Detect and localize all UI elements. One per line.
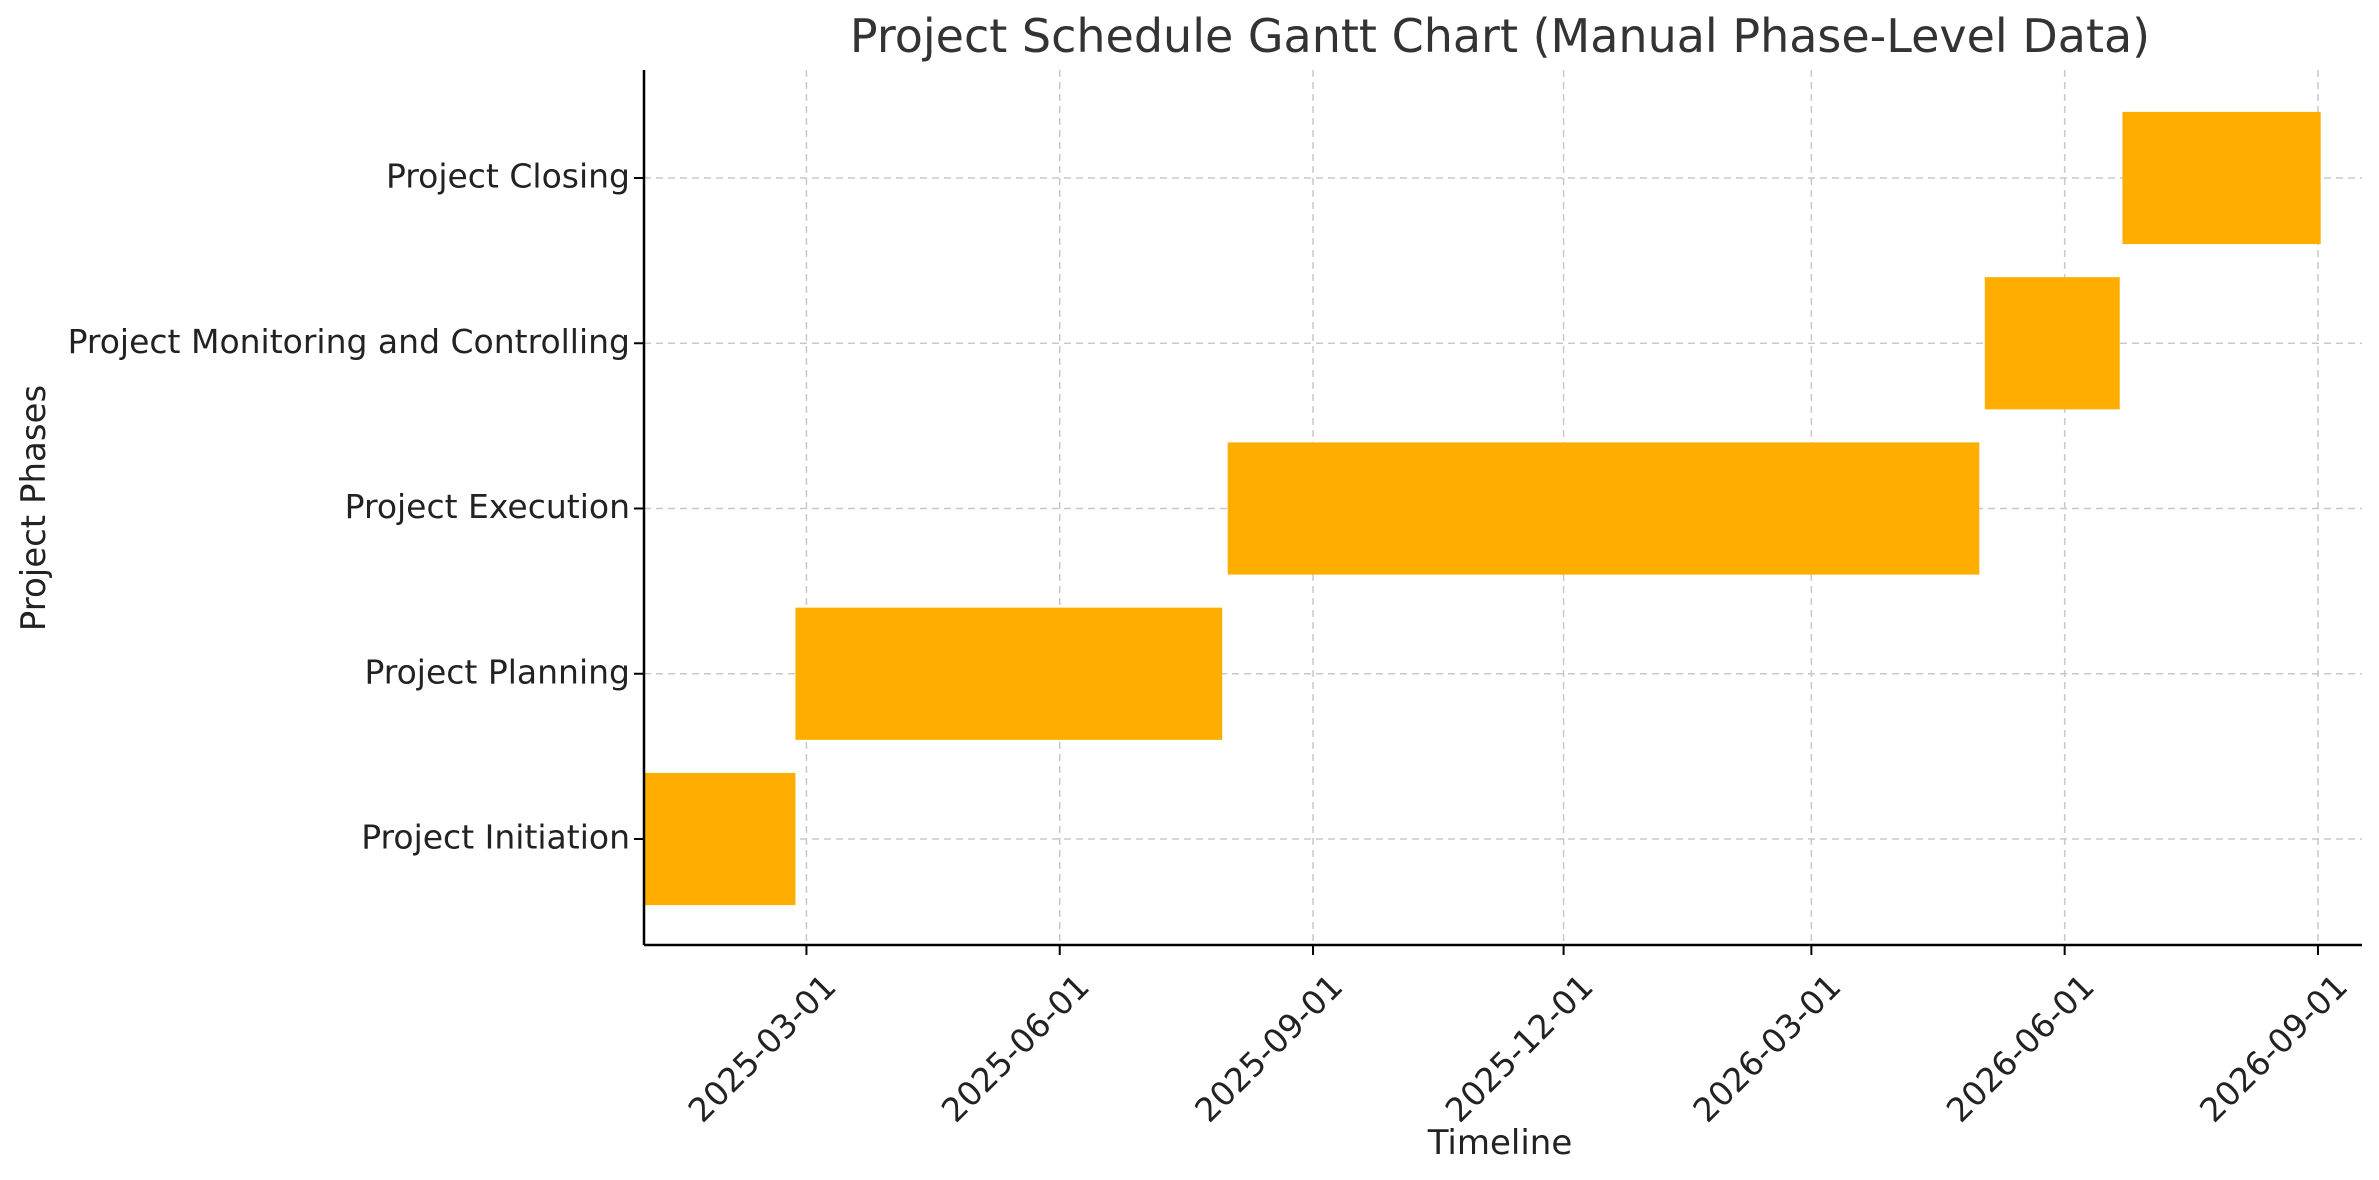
x-tick-label: 2026-06-01 [1939,967,2102,1130]
gantt-bar [2122,111,2321,245]
gantt-bar [795,607,1223,740]
x-tick-label: 2025-06-01 [934,967,1097,1130]
chart-title: Project Schedule Gantt Chart (Manual Pha… [850,9,2150,63]
y-tick-label: Project Execution [345,487,630,526]
bars [644,111,2321,906]
x-tick-label: 2025-03-01 [680,967,843,1130]
axes [634,70,2362,955]
x-tick-label: 2025-09-01 [1187,967,1350,1130]
y-tick-label: Project Closing [386,157,630,196]
x-tick-labels: 2025-03-01 2025-06-01 2025-09-01 2025-12-01… [680,967,2355,1130]
gantt-bar [644,772,796,906]
x-tick-label: 2026-09-01 [2192,967,2355,1130]
gantt-bar [1984,277,2120,410]
y-tick-labels: Project Initiation Project Planning Projec… [68,157,630,857]
x-axis-label: Timeline [1427,1123,1573,1163]
y-tick-label: Project Monitoring and Controlling [68,322,630,361]
x-tick-label: 2025-12-01 [1438,967,1601,1130]
y-tick-label: Project Initiation [361,818,630,857]
y-axis-label: Project Phases [14,385,54,631]
y-tick-label: Project Planning [364,652,630,691]
x-tick-label: 2026-03-01 [1685,967,1848,1130]
gantt-bar [1227,442,1980,575]
